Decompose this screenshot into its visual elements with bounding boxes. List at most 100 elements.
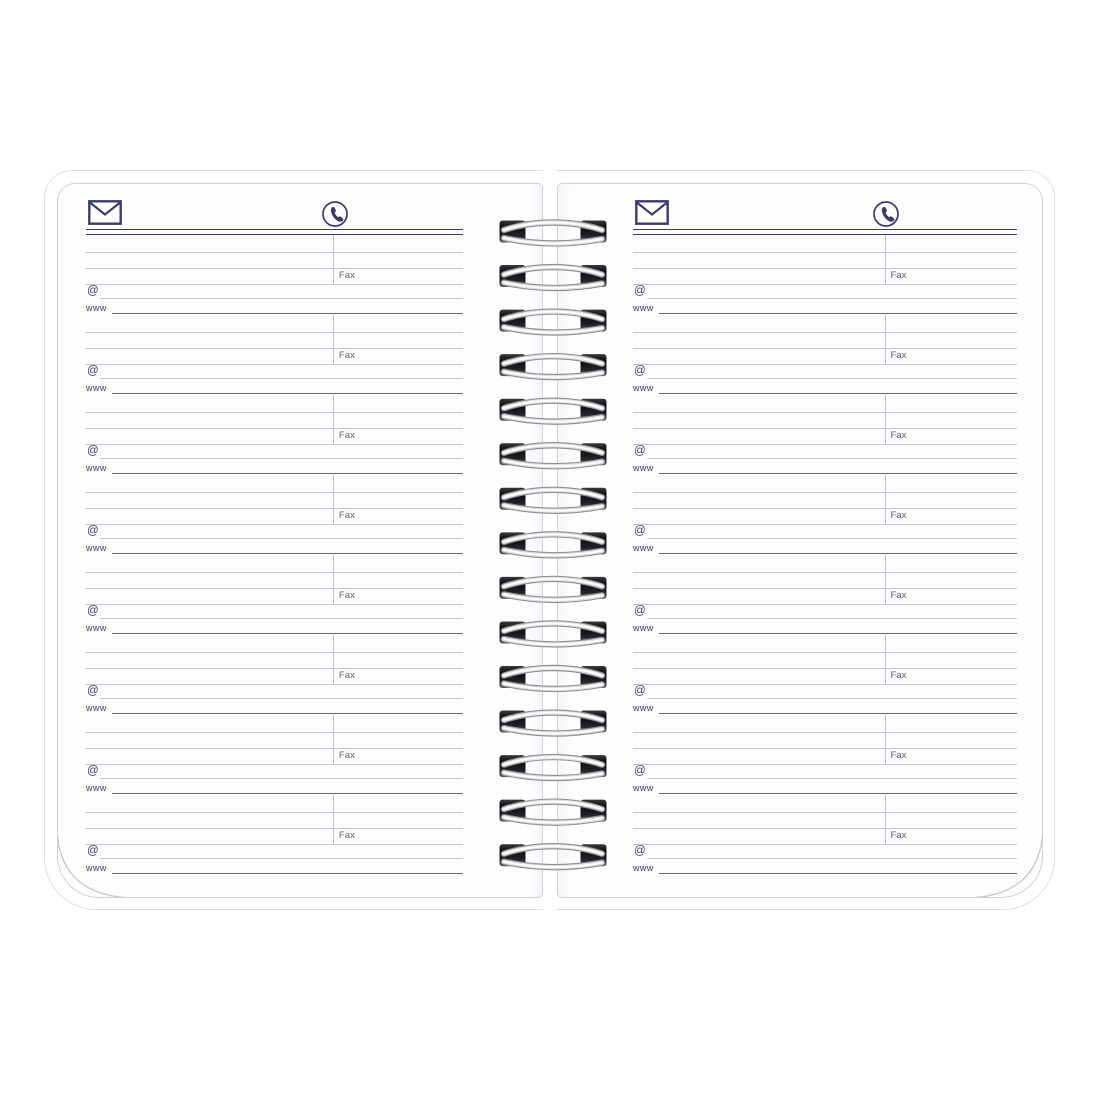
website-label: www [633, 862, 654, 873]
envelope-icon [88, 200, 122, 230]
email-at-label: @ [87, 844, 99, 857]
column-divider [884, 554, 886, 604]
fax-label: Fax [890, 669, 907, 681]
spiral-loop [500, 532, 607, 555]
blocks: Fax @ www Fax @ www Fax @ www Fax @ www Fax @ www Fax @ w… [86, 234, 463, 875]
entry-block: Fax @ www [633, 234, 1017, 315]
email-at-label: @ [634, 684, 646, 697]
entry-block: Fax @ www [86, 234, 463, 315]
entry-block: Fax @ www [86, 474, 463, 555]
email-at-label: @ [634, 364, 646, 377]
row-line [86, 251, 463, 253]
website-label: www [633, 782, 654, 793]
email-line [647, 378, 1017, 379]
entry-block: Fax @ www [86, 394, 463, 475]
website-line [659, 393, 1017, 394]
website-label: www [86, 782, 107, 793]
row-line [633, 411, 1017, 413]
email-line [647, 618, 1017, 619]
row-line [86, 763, 463, 765]
website-line [659, 473, 1017, 474]
row-line [633, 587, 1017, 589]
website-label: www [86, 462, 107, 473]
header-rule [633, 228, 1017, 235]
email-at-label: @ [634, 444, 646, 457]
spiral-loop [500, 399, 607, 422]
column-divider [332, 714, 334, 764]
row-line [633, 827, 1017, 829]
fax-label: Fax [338, 669, 355, 681]
row-line [86, 587, 463, 589]
row-line [633, 523, 1017, 525]
entry-block: Fax @ www [86, 794, 463, 875]
spiral-loop [500, 354, 607, 377]
email-at-label: @ [634, 764, 646, 777]
website-line [659, 313, 1017, 314]
website-line [112, 473, 463, 474]
website-line [659, 553, 1017, 554]
website-label: www [86, 302, 107, 313]
email-line [647, 698, 1017, 699]
email-line [647, 858, 1017, 859]
website-label: www [86, 542, 107, 553]
header-rule [86, 228, 463, 235]
fax-label: Fax [338, 509, 355, 521]
row-line [633, 443, 1017, 445]
row-line [86, 827, 463, 829]
row-line [86, 571, 463, 573]
email-at-label: @ [634, 604, 646, 617]
website-label: www [86, 622, 107, 633]
website-line [659, 713, 1017, 714]
website-line [112, 313, 463, 314]
row-line [86, 747, 463, 749]
email-line [647, 538, 1017, 539]
entry-block: Fax @ www [633, 794, 1017, 875]
row-line [86, 443, 463, 445]
website-label: www [86, 702, 107, 713]
entry-block: Fax @ www [86, 634, 463, 715]
row-line [86, 363, 463, 365]
website-line [659, 633, 1017, 634]
row-line [633, 843, 1017, 845]
website-line [112, 873, 463, 874]
column-divider [884, 794, 886, 844]
fax-label: Fax [338, 429, 355, 441]
email-at-label: @ [87, 764, 99, 777]
page-header [86, 184, 463, 229]
blocks: Fax @ www Fax @ www Fax @ www Fax @ www Fax @ www Fax @ w… [633, 234, 1017, 875]
row-line [86, 507, 463, 509]
column-divider [884, 394, 886, 444]
phone-icon [321, 200, 349, 233]
column-divider [332, 394, 334, 444]
email-line [100, 458, 463, 459]
row-line [633, 427, 1017, 429]
email-at-label: @ [87, 524, 99, 537]
row-line [86, 427, 463, 429]
row-line [633, 731, 1017, 733]
website-line [112, 713, 463, 714]
envelope-icon [635, 200, 669, 230]
row-line [86, 731, 463, 733]
row-line [633, 363, 1017, 365]
website-label: www [633, 382, 654, 393]
row-line [633, 603, 1017, 605]
website-line [112, 793, 463, 794]
fax-label: Fax [890, 589, 907, 601]
website-line [112, 393, 463, 394]
email-line [100, 538, 463, 539]
spiral-loop [500, 844, 607, 867]
fax-label: Fax [890, 829, 907, 841]
website-label: www [633, 542, 654, 553]
column-divider [332, 794, 334, 844]
entry-block: Fax @ www [633, 474, 1017, 555]
email-at-label: @ [87, 364, 99, 377]
column-divider [884, 714, 886, 764]
entry-block: Fax @ www [633, 554, 1017, 635]
row-line [86, 651, 463, 653]
website-line [659, 873, 1017, 874]
website-label: www [633, 622, 654, 633]
email-at-label: @ [634, 844, 646, 857]
row-line [86, 411, 463, 413]
column-divider [332, 234, 334, 284]
